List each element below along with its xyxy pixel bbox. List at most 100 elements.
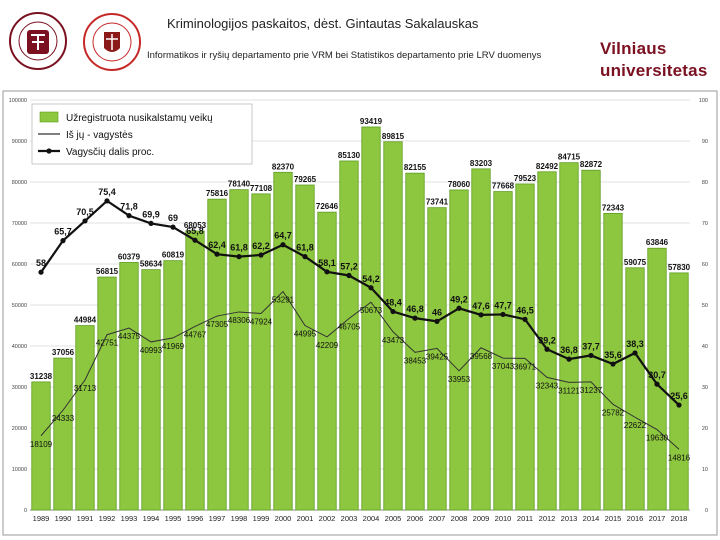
left-tick-label: 70000 <box>12 221 27 227</box>
bar-value-label: 72343 <box>602 203 625 212</box>
crime-count-bar <box>229 189 249 511</box>
legend-box <box>31 103 253 165</box>
right-tick-label: 20 <box>702 426 708 432</box>
bar-value-label: 82872 <box>580 160 603 169</box>
crime-count-bar <box>273 171 293 511</box>
crime-count-bar <box>317 211 337 511</box>
thefts-value-label: 47924 <box>250 318 273 327</box>
right-tick-label: 90 <box>702 139 708 145</box>
left-tick-label: 40000 <box>12 344 27 350</box>
bar-value-label: 82370 <box>272 162 295 171</box>
x-tick-label: 2011 <box>517 514 533 523</box>
thefts-value-label: 32343 <box>536 381 559 390</box>
thefts-value-label: 50673 <box>360 306 383 315</box>
x-tick-label: 2006 <box>407 514 424 523</box>
crime-count-bar <box>295 184 315 511</box>
theft-share-label: 48,4 <box>384 298 402 308</box>
crime-count-bar <box>427 207 447 511</box>
theft-share-point <box>170 224 176 230</box>
theft-share-point <box>38 269 44 275</box>
right-tick-label: 40 <box>702 344 708 350</box>
thefts-value-label: 47305 <box>206 320 229 329</box>
bar-value-label: 85130 <box>338 151 361 160</box>
x-tick-label: 2015 <box>605 514 622 523</box>
thefts-value-label: 48306 <box>228 316 251 325</box>
bar-value-label: 89815 <box>382 132 405 141</box>
theft-share-label: 47,7 <box>494 300 512 310</box>
theft-share-point <box>236 254 242 260</box>
crime-count-bar <box>207 198 227 511</box>
thefts-value-label: 33953 <box>448 375 471 384</box>
thefts-value-label: 42209 <box>316 341 339 350</box>
crime-count-bar <box>537 171 557 511</box>
theft-share-point <box>368 285 374 291</box>
x-tick-label: 1999 <box>253 514 270 523</box>
thefts-value-label: 53291 <box>272 296 295 305</box>
bar-value-label: 77668 <box>492 182 515 191</box>
thefts-value-label: 18109 <box>30 440 53 449</box>
theft-share-label: 65,8 <box>186 226 204 236</box>
x-tick-label: 1997 <box>209 514 226 523</box>
theft-share-point <box>258 252 264 258</box>
bar-value-label: 58634 <box>140 260 163 269</box>
bar-value-label: 63846 <box>646 238 669 247</box>
thefts-value-label: 44375 <box>118 332 141 341</box>
theft-share-label: 49,2 <box>450 294 468 304</box>
thefts-value-label: 46705 <box>338 323 361 332</box>
bar-value-label: 72646 <box>316 202 339 211</box>
theft-share-label: 39,2 <box>538 335 556 345</box>
theft-share-label: 38,3 <box>626 339 644 349</box>
theft-share-label: 46 <box>432 307 442 317</box>
brand-line-2: universitetas <box>600 61 708 80</box>
theft-share-point <box>588 352 594 359</box>
theft-share-point <box>82 218 88 224</box>
thefts-value-label: 22622 <box>624 421 647 430</box>
crime-count-bar <box>581 169 601 511</box>
crime-count-bar <box>251 193 271 511</box>
bar-value-label: 83203 <box>470 159 493 168</box>
bar-value-label: 84715 <box>558 153 581 162</box>
theft-share-label: 46,8 <box>406 304 424 314</box>
theft-share-label: 54,2 <box>362 274 380 284</box>
left-tick-label: 50000 <box>12 303 27 309</box>
theft-share-label: 62,2 <box>252 241 270 251</box>
theft-share-point <box>566 356 572 362</box>
bar-value-label: 73741 <box>426 198 449 207</box>
theft-share-label: 30,7 <box>648 370 666 380</box>
x-tick-label: 2002 <box>319 514 336 523</box>
bar-value-label: 78060 <box>448 180 471 189</box>
x-tick-label: 1990 <box>55 514 72 523</box>
legend-label: Vagysčių dalis proc. <box>66 147 154 158</box>
theft-share-point <box>324 269 330 275</box>
x-tick-label: 2018 <box>671 514 688 523</box>
crime-count-bar <box>471 168 491 511</box>
university-seal-icon <box>9 12 67 70</box>
theft-share-label: 36,8 <box>560 345 578 355</box>
x-tick-label: 2013 <box>561 514 578 523</box>
x-tick-label: 2008 <box>451 514 468 523</box>
theft-share-point <box>544 346 550 352</box>
right-tick-label: 100 <box>699 98 708 104</box>
thefts-value-label: 39425 <box>426 352 449 361</box>
thefts-series <box>40 290 680 450</box>
theft-share-point <box>390 308 396 315</box>
axes: 0100002000030000400005000060000700008000… <box>9 98 708 523</box>
theft-share-point <box>104 198 110 204</box>
theft-share-label: 69 <box>168 213 178 223</box>
theft-share-point <box>522 316 528 322</box>
crime-count-bar <box>339 160 359 511</box>
theft-share-point <box>500 311 506 318</box>
theft-share-label: 47,6 <box>472 301 490 311</box>
theft-share-label: 69,9 <box>142 209 160 219</box>
x-tick-label: 2007 <box>429 514 446 523</box>
bar-value-label: 60379 <box>118 252 141 261</box>
x-tick-label: 2017 <box>649 514 666 523</box>
crime-count-bar <box>185 230 205 511</box>
theft-share-label: 71,8 <box>120 202 138 212</box>
right-tick-label: 10 <box>702 467 708 473</box>
thefts-value-label: 44767 <box>184 330 207 339</box>
gridlines <box>30 99 690 511</box>
bar-value-label: 79265 <box>294 175 317 184</box>
thefts-value-label: 14816 <box>668 453 691 462</box>
